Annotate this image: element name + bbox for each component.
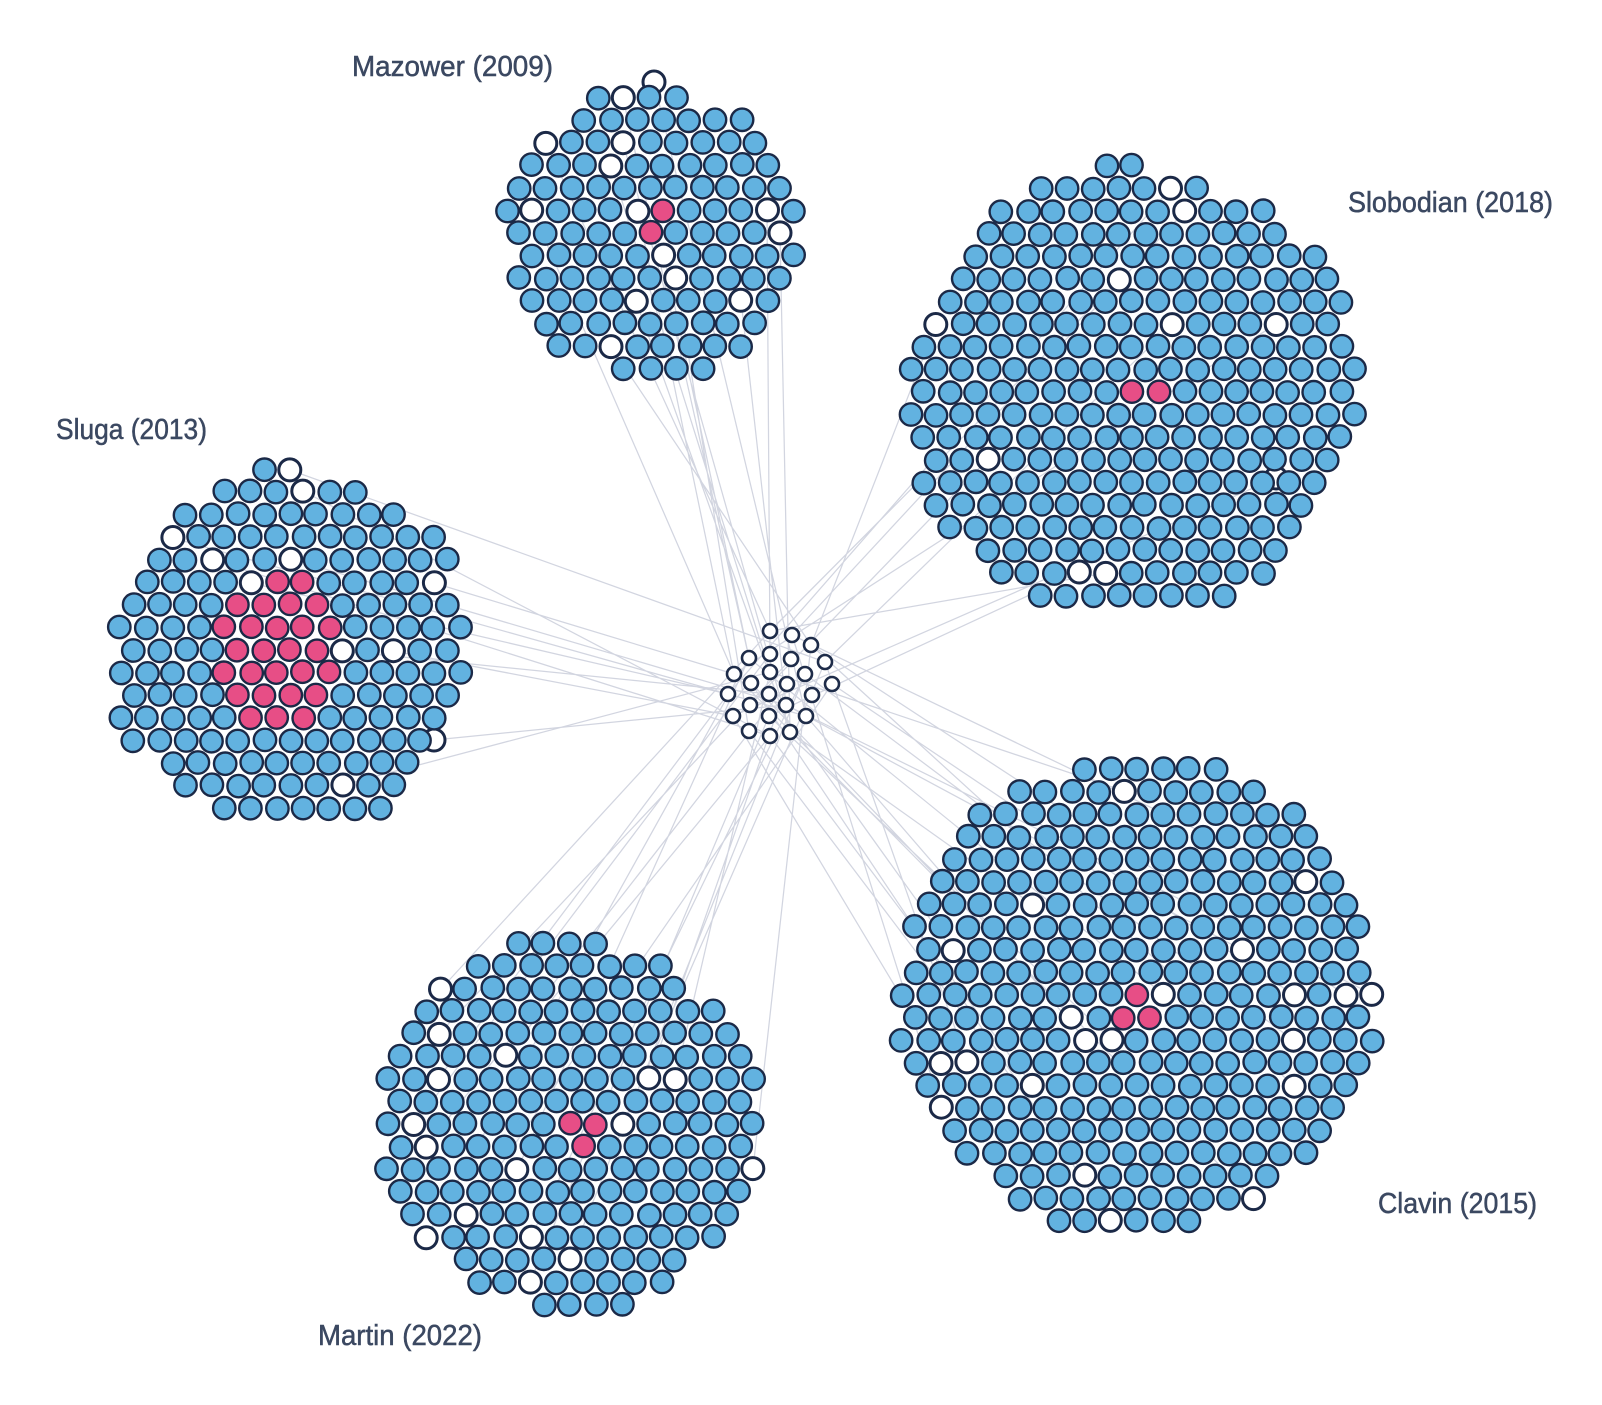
svg-text:Clavin (2015): Clavin (2015) bbox=[1378, 1188, 1537, 1220]
svg-text:Mazower (2009): Mazower (2009) bbox=[352, 51, 553, 83]
svg-text:Martin (2022): Martin (2022) bbox=[318, 1320, 482, 1352]
svg-text:Slobodian (2018): Slobodian (2018) bbox=[1348, 187, 1553, 219]
svg-text:Sluga (2013): Sluga (2013) bbox=[56, 414, 207, 446]
